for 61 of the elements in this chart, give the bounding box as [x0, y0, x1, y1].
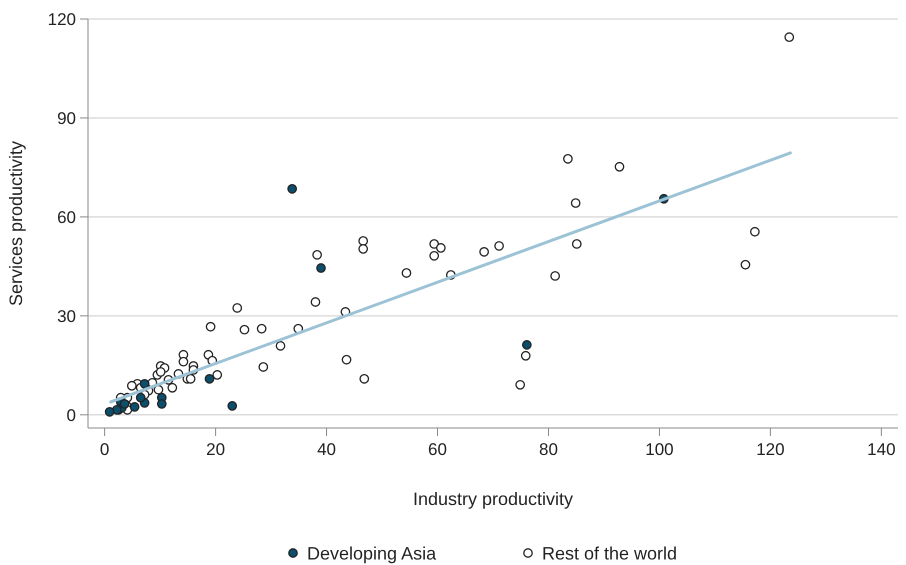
point	[204, 374, 214, 384]
x-tick-label: 80	[539, 440, 558, 459]
point	[186, 374, 196, 384]
point	[522, 340, 532, 350]
point	[120, 399, 130, 409]
y-tick-label: 30	[57, 306, 76, 326]
point	[178, 356, 188, 367]
point	[136, 392, 146, 402]
point	[104, 406, 114, 417]
point	[342, 354, 352, 365]
point	[515, 380, 526, 390]
x-axis-title: Industry productivity	[412, 489, 574, 509]
point	[310, 297, 320, 307]
point	[156, 367, 166, 377]
x-tick-label: 100	[645, 440, 674, 459]
y-tick-label: 60	[57, 208, 76, 227]
point	[212, 370, 222, 380]
point	[614, 162, 624, 172]
x-tick-label: 40	[317, 440, 336, 459]
point	[494, 241, 504, 251]
point	[256, 324, 266, 334]
point	[312, 250, 322, 260]
y-tick-label: 90	[57, 108, 76, 128]
point	[276, 341, 286, 351]
point	[570, 198, 581, 208]
point	[316, 263, 326, 273]
point	[550, 271, 560, 281]
legend-label: Rest of the world	[542, 543, 678, 564]
x-tick-label: 20	[206, 440, 226, 459]
point	[227, 401, 238, 411]
point	[520, 350, 531, 361]
point	[130, 402, 140, 412]
point	[359, 374, 370, 384]
point	[750, 226, 760, 237]
point	[402, 268, 412, 278]
point	[156, 399, 167, 409]
point	[258, 362, 268, 372]
point	[126, 380, 137, 391]
point	[287, 184, 298, 194]
y-tick-label: 0	[66, 406, 76, 425]
point	[740, 260, 750, 270]
point	[358, 244, 368, 254]
point	[206, 322, 216, 332]
point	[429, 250, 440, 261]
x-tick-label: 140	[867, 440, 896, 459]
x-tick-label: 120	[756, 440, 785, 459]
y-tick-label: 120	[48, 10, 76, 29]
x-tick-label: 0	[100, 440, 110, 459]
point	[479, 247, 489, 257]
point	[436, 243, 446, 253]
point	[572, 239, 582, 249]
point	[232, 303, 242, 313]
point	[563, 154, 573, 164]
legend-label: Developing Asia	[307, 543, 438, 564]
x-tick-label: 60	[428, 440, 447, 459]
point	[784, 32, 794, 42]
y-axis-title: Services productivity	[6, 140, 26, 306]
point	[140, 378, 150, 389]
point	[167, 382, 178, 393]
point	[358, 236, 368, 246]
point	[240, 324, 250, 335]
